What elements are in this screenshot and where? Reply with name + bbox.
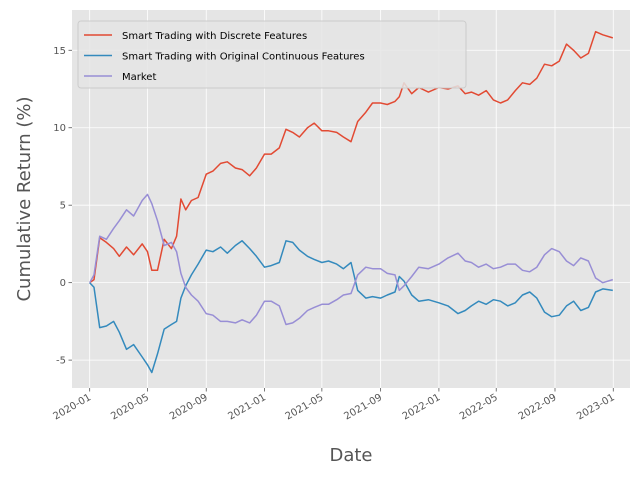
x-tick-label: 2021-09	[342, 392, 384, 422]
y-tick-label: 0	[60, 278, 66, 289]
x-tick-label: 2020-09	[168, 392, 210, 422]
legend-box	[77, 20, 467, 89]
legend-label: Smart Trading with Discrete Features	[122, 31, 307, 42]
y-axis-ticks: -5 0 5 10 15	[53, 46, 72, 367]
legend: Smart Trading with Discrete Features Smar…	[77, 20, 467, 89]
x-tick-label: 2021-01	[226, 392, 268, 422]
x-tick-label: 2020-05	[109, 392, 151, 422]
x-tick-label: 2022-05	[458, 392, 500, 422]
x-tick-label: 2022-09	[517, 392, 559, 422]
x-axis-ticks: 2020-01 2020-05 2020-09 2021-01 2021-05 2021-…	[51, 388, 617, 422]
x-tick-label: 2023-01	[575, 392, 617, 422]
series-line-2	[89, 240, 613, 374]
x-tick-label: 2021-05	[284, 392, 326, 422]
legend-label: Market	[122, 72, 156, 83]
y-axis-title: Cumulative Return (%)	[14, 96, 35, 301]
series-line-1	[89, 30, 614, 284]
x-tick-label: 2020-01	[51, 392, 93, 422]
series-line-3	[89, 193, 614, 326]
y-tick-label: 5	[60, 201, 66, 212]
series-lines	[89, 30, 614, 374]
y-tick-label: 10	[53, 123, 66, 134]
x-axis-title: Date	[329, 445, 372, 466]
legend-label: Smart Trading with Original Continuous F…	[122, 52, 365, 63]
x-tick-label: 2022-01	[401, 392, 443, 422]
y-tick-label: 15	[53, 46, 66, 57]
y-tick-label: -5	[56, 356, 66, 367]
